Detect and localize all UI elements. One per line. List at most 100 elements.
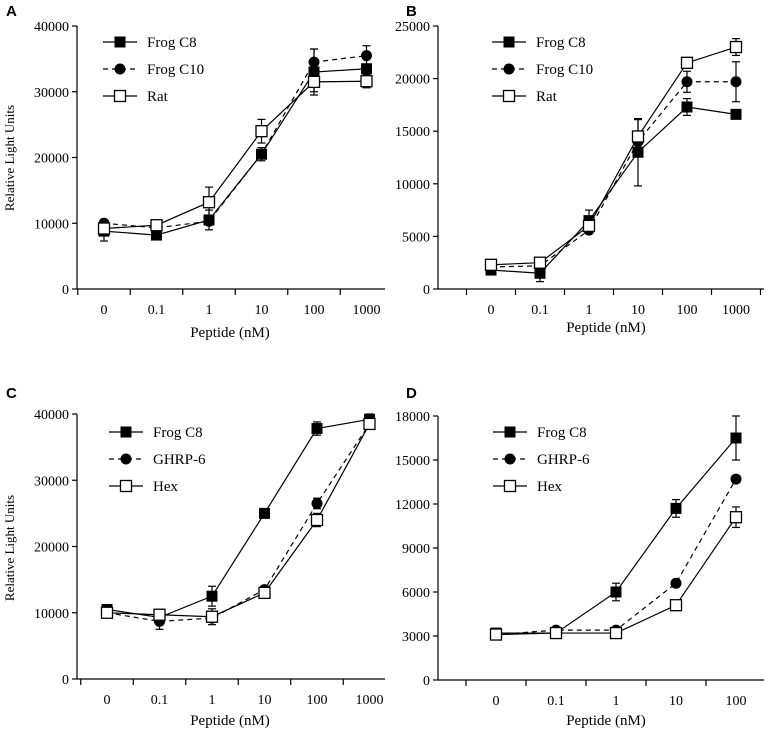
legend-marker: [503, 36, 515, 48]
x-tick-label: 1: [613, 694, 620, 709]
x-tick-label: 0: [101, 303, 108, 318]
x-axis-label: Peptide (nM): [190, 713, 270, 729]
legend-label: Hex: [537, 479, 562, 495]
x-tick-label: 1000: [356, 693, 384, 708]
legend-label: Hex: [153, 479, 178, 495]
data-point: [153, 608, 166, 621]
y-tick-label: 0: [423, 283, 430, 298]
x-tick-label: 10: [258, 693, 272, 708]
y-tick-label: 5000: [402, 230, 430, 245]
panel-b: B 0 5000 10000 15000 20000 25000 0 0.1 1 10 100 1000…: [395, 3, 764, 336]
data-point: [609, 626, 623, 640]
data-point: [582, 219, 596, 233]
x-tick-label: 1: [206, 303, 213, 318]
data-point: [489, 628, 503, 641]
legend-marker: [120, 426, 132, 438]
data-point: [549, 626, 563, 640]
data-point: [730, 108, 742, 120]
x-tick-label: 100: [307, 693, 328, 708]
y-tick-label: 30000: [34, 474, 69, 489]
series-rat: [484, 38, 743, 271]
x-tick-label: 1: [209, 693, 216, 708]
data-point: [730, 76, 742, 88]
x-tick-label: 1: [586, 303, 593, 318]
series-line: [490, 81, 736, 268]
data-point: [258, 586, 271, 600]
y-tick-label: 20000: [395, 73, 430, 88]
y-tick-label: 40000: [34, 20, 69, 35]
legend-marker: [503, 479, 517, 493]
series-frog-c10: [485, 61, 742, 273]
x-tick-label: 1000: [722, 303, 750, 318]
legend-label: Frog C10: [536, 62, 593, 78]
data-point: [206, 590, 218, 602]
series-ghrp-6: [101, 418, 375, 630]
y-tick-label: 18000: [395, 410, 430, 425]
data-point: [361, 50, 372, 62]
data-point: [203, 215, 215, 227]
series-ghrp-6: [490, 473, 742, 641]
panel-label: A: [6, 3, 17, 20]
legend-label: Frog C8: [147, 35, 197, 51]
x-tick-label: 100: [726, 694, 747, 709]
data-point: [680, 56, 694, 69]
data-point: [256, 148, 267, 160]
data-point: [361, 63, 372, 75]
y-tick-label: 9000: [402, 542, 430, 557]
legend-label: GHRP-6: [153, 452, 206, 468]
data-point: [730, 473, 742, 485]
panel-a: A 0 10000 20000 30000 40000 0 0.1 1 10 100 1000 Pept…: [2, 3, 385, 341]
legend-label: Frog C8: [537, 425, 587, 441]
y-tick-label: 10000: [34, 607, 69, 622]
series-frog-c8: [485, 97, 742, 283]
y-tick-label: 6000: [402, 586, 430, 601]
x-axis-label: Peptide (nM): [566, 713, 646, 729]
panel-d: D 0 3000 6000 9000 12000 15000 18000 0 0.1 1 10 100 P…: [395, 385, 764, 729]
panel-label: D: [406, 385, 417, 402]
series-frog-c8: [490, 415, 742, 639]
y-tick-label: 12000: [395, 498, 430, 513]
data-point: [610, 586, 622, 598]
data-point: [681, 76, 693, 88]
data-point: [202, 196, 216, 209]
legend-label: Frog C8: [536, 35, 586, 51]
series-line: [490, 46, 737, 266]
data-point: [670, 502, 682, 514]
data-point: [360, 75, 373, 88]
x-axis-label: Peptide (nM): [566, 320, 646, 336]
y-tick-label: 30000: [34, 86, 69, 101]
y-tick-label: 25000: [395, 20, 430, 35]
x-axis-label: Peptide (nM): [190, 325, 270, 341]
series-line: [495, 478, 737, 636]
y-tick-label: 0: [62, 673, 69, 688]
series-line: [103, 54, 367, 229]
data-point: [205, 610, 219, 623]
series-line: [106, 423, 371, 622]
y-tick-label: 15000: [395, 125, 430, 140]
data-point: [311, 497, 323, 509]
legend-label: Frog C8: [153, 425, 203, 441]
series-line: [103, 80, 367, 230]
series-line: [496, 437, 737, 634]
data-point: [729, 40, 743, 54]
legend-marker: [503, 63, 515, 75]
series-rat: [97, 71, 373, 235]
legend-marker: [114, 36, 126, 48]
y-tick-label: 10000: [34, 217, 69, 232]
y-tick-label: 15000: [395, 454, 430, 469]
data-point: [669, 599, 683, 612]
data-point: [151, 229, 162, 241]
data-point: [97, 222, 111, 235]
legend-marker: [119, 479, 133, 493]
legend-marker: [113, 89, 127, 103]
x-tick-label: 10: [669, 694, 683, 709]
y-tick-label: 10000: [395, 178, 430, 193]
series-line: [103, 68, 367, 236]
data-point: [307, 75, 321, 89]
legend-marker: [114, 63, 126, 75]
x-tick-label: 0.1: [547, 694, 565, 709]
series-frog-c8: [101, 413, 375, 623]
legend-label: GHRP-6: [537, 452, 590, 468]
data-point: [484, 258, 498, 271]
